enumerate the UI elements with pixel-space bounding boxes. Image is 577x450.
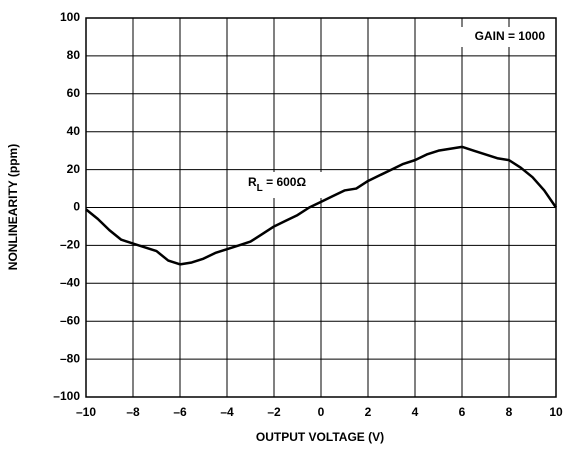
x-tick-label: –2 xyxy=(267,405,281,419)
x-tick-label: 2 xyxy=(365,405,372,419)
y-tick-label: 0 xyxy=(73,200,80,214)
annotation-part: R xyxy=(248,175,257,189)
x-tick-label: 6 xyxy=(459,405,466,419)
x-axis-label: OUTPUT VOLTAGE (V) xyxy=(256,430,384,444)
y-tick-label: 80 xyxy=(67,48,81,62)
annotation-bg xyxy=(244,172,332,198)
y-tick-label: 20 xyxy=(67,162,81,176)
annotation: RL = 600Ω xyxy=(248,175,306,193)
annotation-part: L xyxy=(257,183,263,194)
y-tick-label: 40 xyxy=(67,124,81,138)
x-tick-label: 4 xyxy=(412,405,419,419)
x-tick-label: –10 xyxy=(76,405,96,419)
x-tick-label: –4 xyxy=(220,405,234,419)
x-tick-label: –8 xyxy=(126,405,140,419)
y-tick-label: –80 xyxy=(60,351,80,365)
y-tick-label: –20 xyxy=(60,238,80,252)
x-tick-label: 8 xyxy=(506,405,513,419)
data-line xyxy=(85,145,558,266)
y-tick-label: 100 xyxy=(60,10,80,24)
y-tick-label: –60 xyxy=(60,313,80,327)
y-tick-label: 60 xyxy=(67,86,81,100)
x-tick-label: 0 xyxy=(318,405,325,419)
y-tick-label: –40 xyxy=(60,275,80,289)
annotation-part: = 600Ω xyxy=(263,175,307,189)
annotation-bg xyxy=(440,27,550,47)
y-axis-label: NONLINEARITY (ppm) xyxy=(6,144,20,270)
x-tick-label: –6 xyxy=(173,405,187,419)
y-tick-label: –100 xyxy=(53,389,80,403)
x-tick-label: 10 xyxy=(549,405,563,419)
annotation: GAIN = 1000 xyxy=(475,29,546,43)
